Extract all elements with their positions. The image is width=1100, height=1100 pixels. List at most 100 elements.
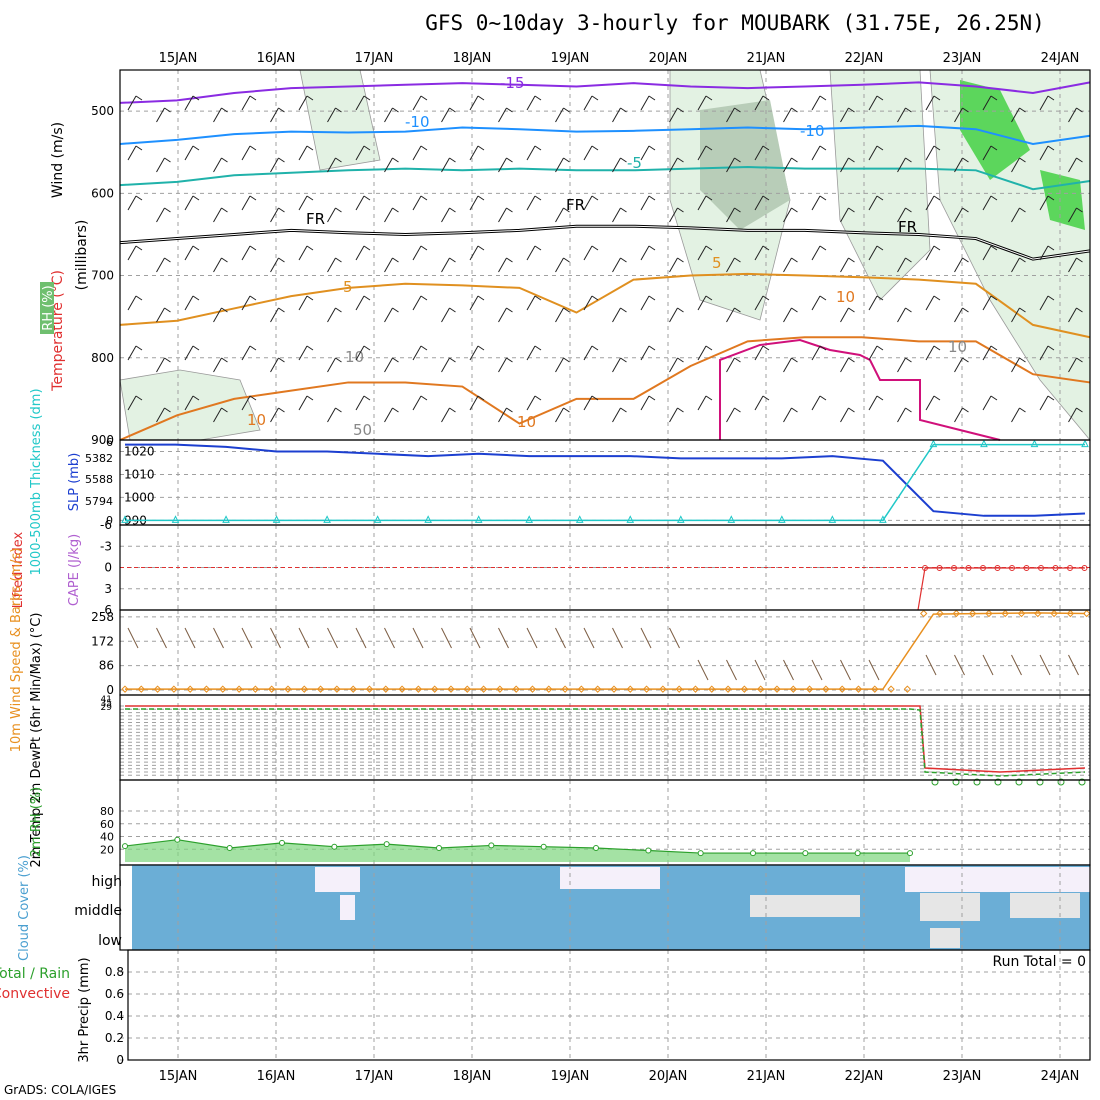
- wind-barb-flag: [762, 195, 770, 201]
- wind-barb: [612, 307, 621, 323]
- wind-barb: [270, 307, 279, 323]
- wind-barb: [355, 145, 365, 161]
- wind-barb-flag: [449, 207, 456, 213]
- wind-barb: [612, 107, 621, 123]
- thickness-tick-label: 5382: [85, 452, 113, 465]
- rh-marker: [750, 850, 756, 857]
- wind-barb-flag: [477, 345, 485, 351]
- wind-speed-marker: [1017, 609, 1026, 618]
- wind-barb: [384, 407, 393, 423]
- rh-tick-label: 60: [100, 818, 114, 831]
- wind-barb: [355, 195, 365, 211]
- wind-barb-flag: [335, 207, 342, 213]
- wind-barb: [355, 395, 365, 411]
- wind-barb: [868, 145, 878, 161]
- wind-barb: [384, 357, 393, 373]
- wind-barb-flag: [905, 207, 912, 213]
- wind-barb: [241, 245, 251, 261]
- wind-barb-flag: [819, 95, 827, 101]
- wind-speed-marker: [463, 685, 472, 693]
- wind-barb: [726, 207, 735, 223]
- wind-barb-flag: [819, 295, 827, 301]
- wind-barb: [726, 307, 735, 323]
- surface-wind-barb: [1011, 654, 1022, 676]
- wind-barb-flag: [677, 207, 684, 213]
- wind-barb-flag: [534, 245, 542, 251]
- surface-wind-barb: [441, 627, 452, 649]
- wind-barb: [156, 257, 165, 273]
- thickness-marker: [676, 515, 685, 523]
- rh-shading-dark: [700, 100, 790, 230]
- temp-line: [125, 705, 1086, 773]
- wind-barb-flag: [1047, 395, 1055, 401]
- wind-barb-flag: [420, 195, 428, 201]
- wind-barb: [298, 95, 308, 111]
- wind-barb: [469, 195, 479, 211]
- top-date-labels: 15JAN 16JAN 17JAN 18JAN 19JAN 20JAN 21JAN 22JAN…: [159, 51, 1080, 66]
- wind-barb-flag: [335, 307, 342, 313]
- wind-speed-marker: [1034, 609, 1042, 618]
- wind-barb: [213, 357, 222, 373]
- wind-barb: [840, 157, 849, 173]
- rh-shading: [119, 369, 261, 441]
- wind-barb: [298, 245, 308, 261]
- wind-barb-flag: [620, 357, 627, 363]
- wind-speed-marker: [903, 685, 912, 693]
- wind-barb-flag: [620, 257, 627, 263]
- wind-speed-marker: [642, 685, 651, 693]
- contour-label: 10: [345, 348, 364, 366]
- wind-barb-flag: [762, 345, 770, 351]
- bottom-date-label: 22JAN: [845, 1069, 884, 1084]
- surface-wind-barb: [127, 627, 139, 649]
- isotherm-line: [119, 81, 1091, 104]
- top-date-label: 23JAN: [943, 51, 982, 66]
- wind-barb: [925, 345, 935, 361]
- thickness-marker: [474, 515, 483, 523]
- wind-barb-flag: [762, 95, 770, 101]
- wind-barb: [355, 245, 365, 261]
- wind-barb: [184, 145, 194, 161]
- wind-barb: [754, 345, 764, 361]
- wind-speed-marker: [512, 685, 520, 693]
- wind-barb: [241, 145, 251, 161]
- surface-wind-barb: [640, 627, 652, 649]
- wind-speed-marker: [398, 685, 406, 693]
- wind-barb: [754, 145, 764, 161]
- wind-barb: [583, 145, 593, 161]
- wind-barb: [640, 95, 650, 111]
- wind-barb-flag: [249, 245, 257, 251]
- wind-barb-flag: [363, 195, 371, 201]
- wind-speed-marker: [854, 685, 863, 693]
- wind-barb-flag: [705, 245, 713, 251]
- wind-barb: [1039, 345, 1049, 361]
- wind-barb-flag: [705, 195, 713, 201]
- rh-marker: [645, 847, 652, 854]
- wind-barb-flag: [848, 257, 855, 263]
- wind-speed-marker: [382, 685, 390, 693]
- wind-barb: [640, 245, 650, 261]
- rh-marker: [436, 844, 442, 851]
- wind-barb-flag: [278, 107, 285, 113]
- wind-speed-marker: [447, 685, 455, 693]
- panel-frame: [119, 609, 1091, 696]
- wind-barb: [241, 345, 251, 361]
- wind-barb-flag: [734, 307, 741, 313]
- wind-barb: [669, 357, 678, 373]
- wind-barb-flag: [1019, 107, 1026, 113]
- wind-barb: [840, 207, 849, 223]
- thickness-marker: [424, 515, 432, 523]
- wind-barb-flag: [620, 207, 627, 213]
- wind-barb: [441, 107, 450, 123]
- wind-axis-label: Wind (m/s): [50, 122, 66, 198]
- wind-barb-flag: [962, 107, 969, 113]
- wind-barb: [868, 95, 878, 111]
- thickness-marker: [980, 439, 988, 448]
- wind-barb: [640, 295, 650, 311]
- thickness-tick-label: 0: [106, 514, 113, 527]
- wind-barb-flag: [506, 107, 513, 113]
- wind-barb-flag: [819, 195, 827, 201]
- wind-barb-flag: [762, 395, 770, 401]
- wind-barb-flag: [905, 407, 912, 413]
- wind-barb-flag: [990, 395, 998, 401]
- wind-barb-flag: [563, 257, 570, 263]
